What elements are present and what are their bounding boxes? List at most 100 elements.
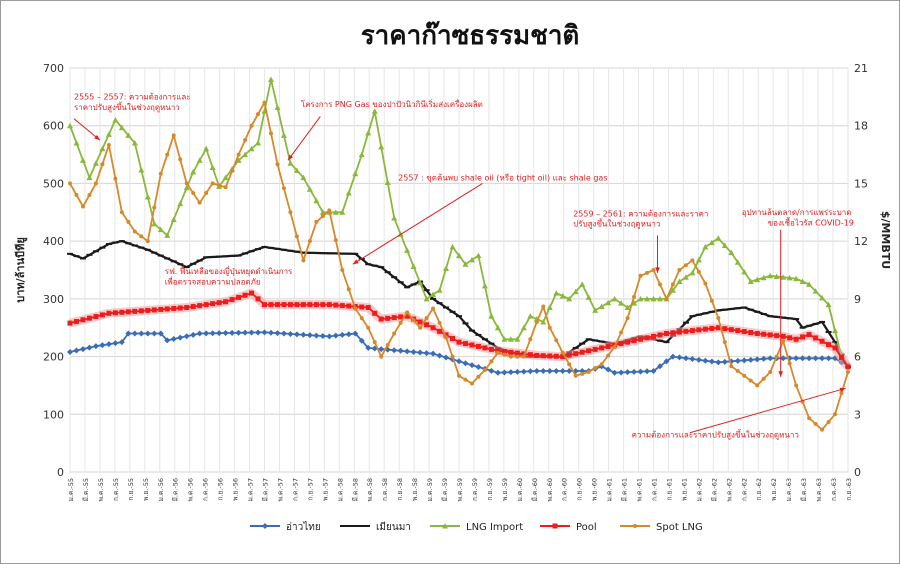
data-point xyxy=(734,357,741,364)
x-tick-label: ก.ย.-58 xyxy=(396,478,404,501)
x-tick-label: พ.ค.-63 xyxy=(815,478,823,501)
legend-item-เมียนมา: เมียนมา xyxy=(340,521,411,533)
data-point xyxy=(482,345,488,351)
data-point xyxy=(112,340,119,347)
data-point xyxy=(786,274,793,281)
data-point xyxy=(695,356,702,363)
gridlines xyxy=(69,67,849,473)
right-axis-ticks: 0 3 6 9 12 15 18 21 xyxy=(854,62,868,479)
data-point xyxy=(839,354,845,360)
data-point xyxy=(702,326,708,332)
data-point xyxy=(243,138,248,143)
right-tick-label: 3 xyxy=(854,408,861,421)
data-point xyxy=(469,381,474,386)
data-point xyxy=(514,368,521,375)
data-point xyxy=(423,350,430,357)
data-point xyxy=(184,305,190,311)
x-tick-label: ก.ย.-57 xyxy=(306,478,314,501)
data-point xyxy=(346,287,351,292)
right-tick-label: 15 xyxy=(854,177,868,190)
data-point xyxy=(119,309,125,315)
x-tick-label: ก.ค.-61 xyxy=(651,478,659,501)
annotation-arrowhead xyxy=(839,387,846,393)
x-tick-label: มี.ค.-62 xyxy=(710,478,718,501)
data-point xyxy=(593,366,598,371)
data-point xyxy=(586,369,591,374)
data-point xyxy=(223,299,229,305)
data-point xyxy=(457,373,461,378)
data-point xyxy=(430,291,437,298)
data-point xyxy=(669,353,676,360)
data-point xyxy=(139,234,144,239)
data-point xyxy=(521,351,527,357)
data-point xyxy=(761,331,767,337)
data-point xyxy=(488,346,494,352)
data-point xyxy=(165,152,170,157)
data-point xyxy=(358,151,365,158)
data-point xyxy=(540,318,547,325)
data-point xyxy=(216,330,223,337)
data-point xyxy=(579,349,585,355)
data-point xyxy=(755,383,760,388)
data-point xyxy=(300,174,307,181)
data-point xyxy=(217,183,222,188)
data-point xyxy=(469,342,475,348)
data-point xyxy=(294,302,300,308)
legend: อ่าวไทย เมียนมา LNG Import Pool Spot LNG xyxy=(250,521,703,533)
data-point xyxy=(689,269,696,276)
x-tick-label: พ.ย.-59 xyxy=(501,478,509,501)
x-tick-label: ม.ค.-56 xyxy=(157,478,165,501)
data-point xyxy=(670,330,676,336)
data-point xyxy=(585,294,592,300)
data-point xyxy=(436,352,443,359)
data-point xyxy=(547,325,552,330)
data-point xyxy=(606,353,611,358)
data-point xyxy=(300,302,306,308)
x-tick-label: พ.ย.-57 xyxy=(321,478,329,501)
data-point xyxy=(709,298,714,303)
data-point xyxy=(494,324,501,331)
data-point xyxy=(300,331,307,338)
data-point xyxy=(235,329,242,336)
data-point xyxy=(365,305,371,311)
data-point xyxy=(456,358,462,365)
data-point xyxy=(489,359,494,364)
data-point xyxy=(813,421,818,426)
data-point xyxy=(319,209,326,215)
data-point xyxy=(618,369,625,376)
data-point xyxy=(437,320,442,325)
data-point xyxy=(793,355,800,362)
data-point xyxy=(553,290,560,296)
data-point xyxy=(747,278,754,285)
data-point xyxy=(404,348,411,355)
data-point xyxy=(592,346,598,352)
data-point xyxy=(242,292,248,298)
data-point xyxy=(196,157,203,163)
data-point xyxy=(781,339,786,344)
data-point xyxy=(293,331,300,338)
data-point xyxy=(230,168,235,173)
data-point xyxy=(398,320,403,325)
data-point xyxy=(644,368,651,375)
data-point xyxy=(515,354,520,359)
data-point xyxy=(68,181,72,186)
data-point xyxy=(560,350,565,355)
x-tick-label: พ.ค.-56 xyxy=(187,478,195,501)
data-point xyxy=(404,247,411,253)
data-point xyxy=(118,339,125,346)
data-point xyxy=(812,355,819,362)
data-point xyxy=(106,142,111,147)
data-point xyxy=(313,332,320,339)
data-point xyxy=(729,364,734,369)
data-point xyxy=(132,308,138,314)
data-point xyxy=(689,328,695,334)
data-point xyxy=(527,368,534,375)
data-point xyxy=(125,330,132,337)
annotation-text: 2555 – 2557: ความต้องการและ xyxy=(74,93,191,102)
legend-label: เมียนมา xyxy=(376,521,411,533)
data-point xyxy=(767,332,773,338)
data-point xyxy=(417,279,424,286)
data-point xyxy=(495,350,500,355)
data-point xyxy=(209,164,216,171)
data-point xyxy=(345,190,352,196)
